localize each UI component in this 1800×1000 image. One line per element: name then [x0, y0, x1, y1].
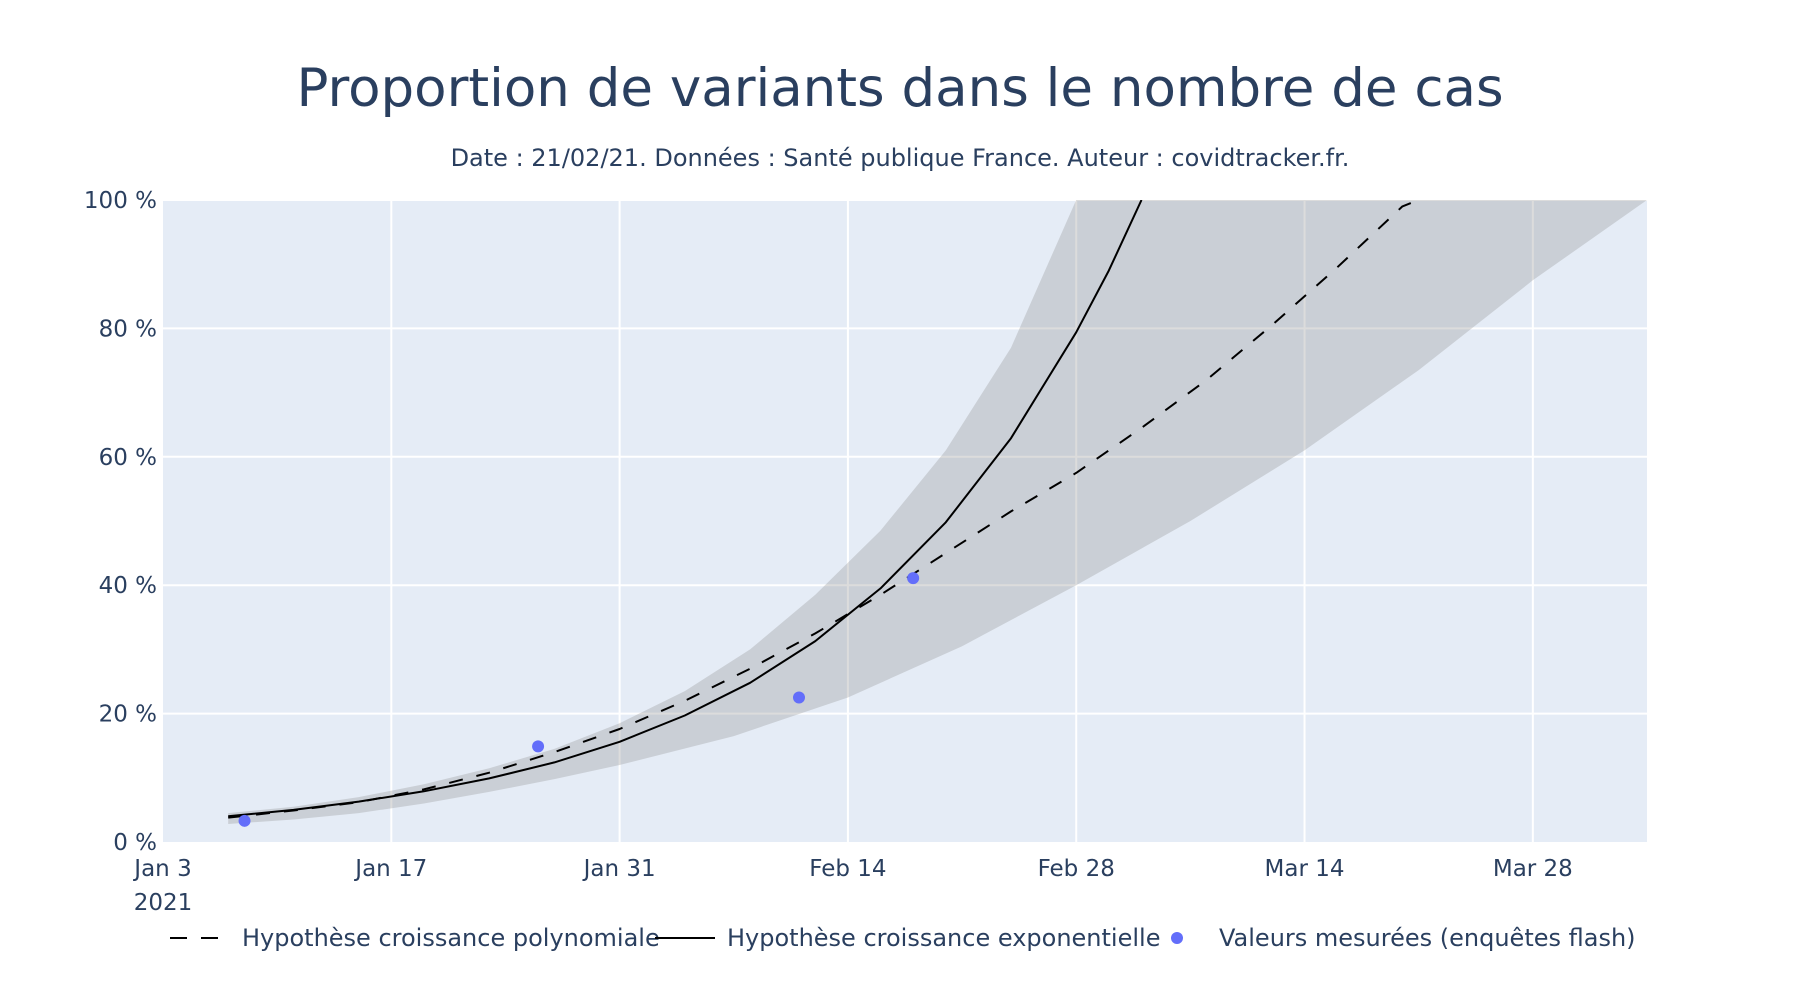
series-line-hypothese-croissance-polynomiale [228, 200, 1420, 819]
gridlines [163, 199, 1647, 842]
y-tick-label: 80 % [99, 316, 157, 342]
x-tick-label: Mar 28 [1493, 856, 1573, 882]
plot-area [163, 200, 1647, 842]
x-tick-label: Feb 14 [809, 856, 886, 882]
marker-layer [238, 572, 920, 827]
data-point-measured [793, 691, 805, 704]
x-tick-label: Mar 14 [1265, 856, 1345, 882]
x-year-label: 2021 [134, 890, 193, 916]
chart-title: Proportion de variants dans le nombre de… [296, 58, 1503, 119]
y-tick-label: 60 % [99, 445, 157, 471]
data-point-measured [238, 814, 251, 827]
chart-subtitle: Date : 21/02/21. Données : Santé publiqu… [451, 144, 1350, 172]
x-tick-label: Jan 3 [132, 856, 191, 882]
data-point-measured [907, 572, 920, 585]
legend: Hypothèse croissance polynomiale Hypothès… [170, 924, 1636, 952]
x-tick-label: Feb 28 [1038, 856, 1115, 882]
x-tick-label: Jan 31 [582, 856, 656, 882]
axes: Jan 3 Jan 17 Jan 31 Feb 14 Feb 28 Mar 14 Mar 2… [84, 188, 1573, 916]
uncertainty-band [228, 200, 1647, 824]
y-tick-label: 100 % [84, 188, 157, 214]
legend-label: Hypothèse croissance polynomiale [242, 924, 660, 952]
y-tick-label: 20 % [99, 702, 157, 728]
legend-label: Valeurs mesurées (enquêtes flash) [1219, 924, 1636, 952]
legend-swatch-marker [1171, 932, 1183, 944]
y-tick-label: 0 % [113, 830, 157, 856]
legend-label: Hypothèse croissance exponentielle [727, 924, 1160, 952]
data-layer [228, 200, 1647, 824]
x-tick-label: Jan 17 [353, 856, 427, 882]
y-tick-label: 40 % [99, 573, 157, 599]
series-line-hypothese-croissance-exponentielle [228, 200, 1143, 818]
data-point-measured [532, 740, 545, 753]
